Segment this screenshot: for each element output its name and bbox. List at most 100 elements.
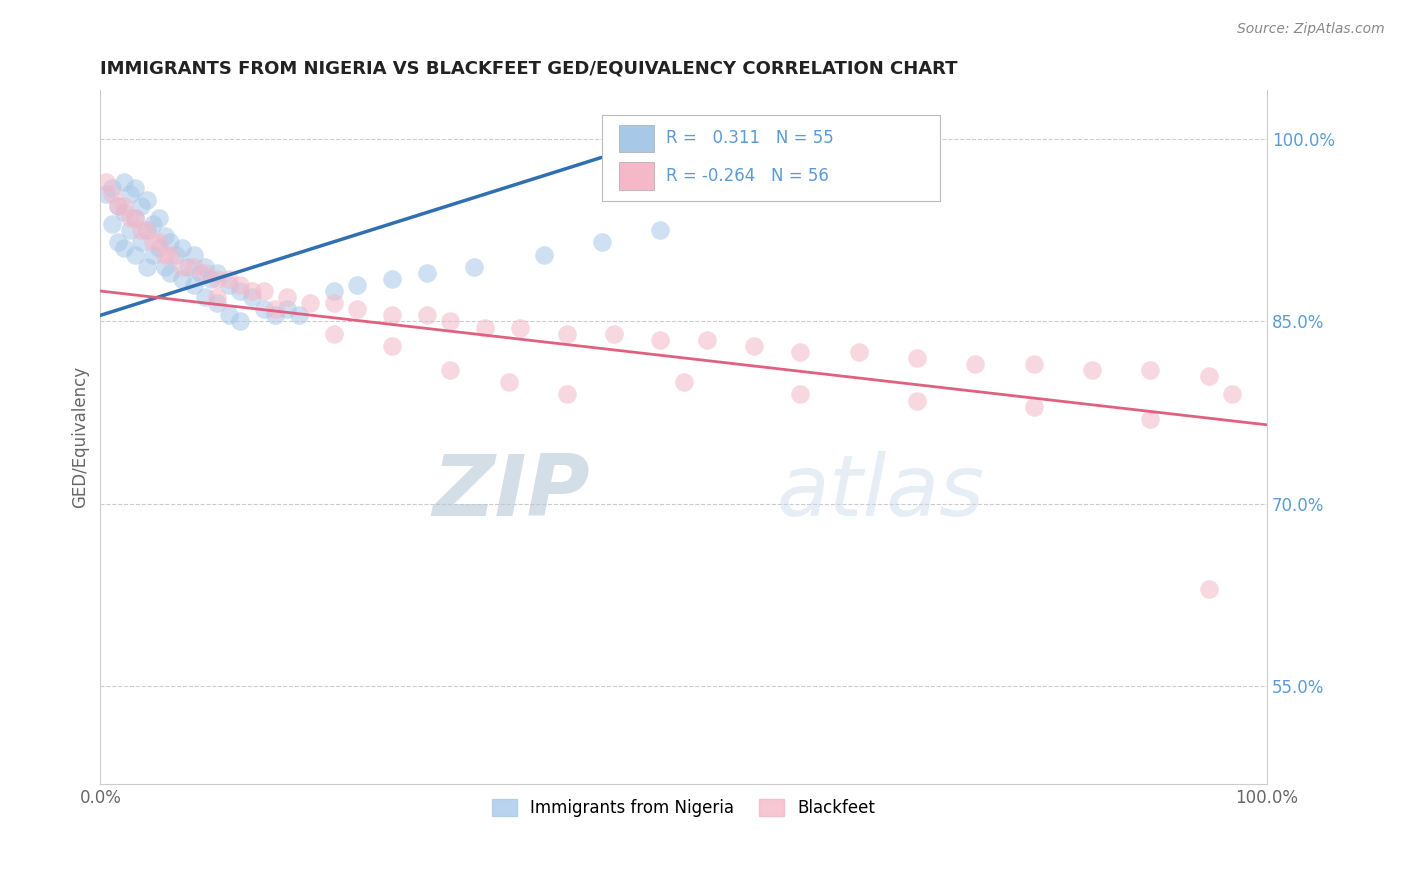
Y-axis label: GED/Equivalency: GED/Equivalency <box>72 366 89 508</box>
Point <box>118 211 141 225</box>
Point <box>124 211 146 225</box>
Point <box>112 205 135 219</box>
Point <box>136 223 159 237</box>
Point <box>509 320 531 334</box>
Point <box>129 199 152 213</box>
Point <box>905 393 928 408</box>
Point <box>170 260 193 274</box>
Point <box>165 247 187 261</box>
Point <box>218 272 240 286</box>
Point <box>299 296 322 310</box>
Point <box>101 180 124 194</box>
Point <box>183 260 205 274</box>
Point <box>159 266 181 280</box>
Point <box>602 326 624 341</box>
Point <box>742 339 765 353</box>
Point <box>136 260 159 274</box>
Point <box>129 235 152 250</box>
Text: atlas: atlas <box>778 451 986 534</box>
Point <box>107 199 129 213</box>
Point <box>118 223 141 237</box>
Point <box>136 193 159 207</box>
Point <box>194 290 217 304</box>
Point <box>439 363 461 377</box>
Point <box>112 242 135 256</box>
Point <box>463 260 485 274</box>
Point <box>205 272 228 286</box>
Point <box>218 277 240 292</box>
Point <box>498 376 520 390</box>
Point <box>136 223 159 237</box>
Point <box>142 235 165 250</box>
Point <box>416 309 439 323</box>
Text: IMMIGRANTS FROM NIGERIA VS BLACKFEET GED/EQUIVALENCY CORRELATION CHART: IMMIGRANTS FROM NIGERIA VS BLACKFEET GED… <box>100 60 957 78</box>
Point <box>591 235 613 250</box>
Point <box>96 186 118 201</box>
Point <box>229 277 252 292</box>
Point <box>153 260 176 274</box>
Point <box>253 284 276 298</box>
Point <box>112 199 135 213</box>
Point <box>416 266 439 280</box>
Point <box>346 302 368 317</box>
Point <box>170 242 193 256</box>
Point <box>1198 582 1220 596</box>
Point <box>107 199 129 213</box>
Point <box>965 357 987 371</box>
Point <box>287 309 309 323</box>
Point <box>381 272 404 286</box>
FancyBboxPatch shape <box>602 114 941 202</box>
Point <box>276 290 298 304</box>
Text: R = -0.264   N = 56: R = -0.264 N = 56 <box>666 167 830 185</box>
Point <box>322 284 344 298</box>
Point <box>264 302 287 317</box>
Point <box>205 266 228 280</box>
Point <box>124 247 146 261</box>
Point <box>848 344 870 359</box>
Point <box>276 302 298 317</box>
Text: R =   0.311   N = 55: R = 0.311 N = 55 <box>666 129 834 147</box>
Point <box>381 339 404 353</box>
Point <box>142 217 165 231</box>
Point <box>533 247 555 261</box>
Point <box>177 260 200 274</box>
Point <box>346 277 368 292</box>
Point <box>1198 369 1220 384</box>
Point <box>1220 387 1243 401</box>
Point <box>148 235 170 250</box>
Point <box>101 217 124 231</box>
Point <box>205 290 228 304</box>
Point <box>159 247 181 261</box>
Point <box>170 272 193 286</box>
Point <box>555 387 578 401</box>
Point <box>124 211 146 225</box>
FancyBboxPatch shape <box>620 125 654 153</box>
Point <box>153 229 176 244</box>
Point <box>1022 400 1045 414</box>
Point <box>650 223 672 237</box>
Point <box>696 333 718 347</box>
Legend: Immigrants from Nigeria, Blackfeet: Immigrants from Nigeria, Blackfeet <box>485 792 882 824</box>
Point <box>229 314 252 328</box>
Point <box>439 314 461 328</box>
Point <box>789 387 811 401</box>
Text: Source: ZipAtlas.com: Source: ZipAtlas.com <box>1237 22 1385 37</box>
Point <box>118 186 141 201</box>
Point <box>322 296 344 310</box>
Point <box>96 174 118 188</box>
Point <box>789 344 811 359</box>
Point <box>153 247 176 261</box>
Point <box>200 272 222 286</box>
Point <box>142 247 165 261</box>
Point <box>124 180 146 194</box>
Point <box>218 309 240 323</box>
Point <box>112 174 135 188</box>
Point <box>240 290 263 304</box>
Point <box>148 242 170 256</box>
Point <box>148 211 170 225</box>
Point <box>381 309 404 323</box>
Point <box>188 266 211 280</box>
Point <box>672 376 695 390</box>
Point <box>1139 363 1161 377</box>
Point <box>264 309 287 323</box>
